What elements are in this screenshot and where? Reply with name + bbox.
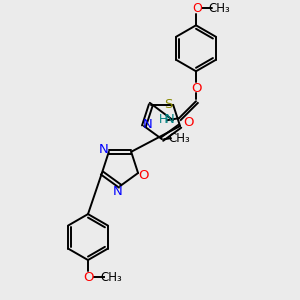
Text: O: O — [192, 2, 202, 15]
Text: H: H — [159, 113, 167, 126]
Text: N: N — [165, 113, 175, 126]
Text: S: S — [164, 98, 172, 111]
Text: N: N — [143, 118, 153, 130]
Text: O: O — [138, 169, 148, 182]
Text: O: O — [84, 271, 94, 284]
Text: O: O — [191, 82, 201, 95]
Text: CH₃: CH₃ — [208, 2, 230, 15]
Text: CH₃: CH₃ — [100, 271, 122, 284]
Text: CH₃: CH₃ — [168, 132, 190, 145]
Text: N: N — [113, 184, 123, 198]
Text: O: O — [183, 116, 194, 129]
Text: N: N — [99, 143, 109, 156]
